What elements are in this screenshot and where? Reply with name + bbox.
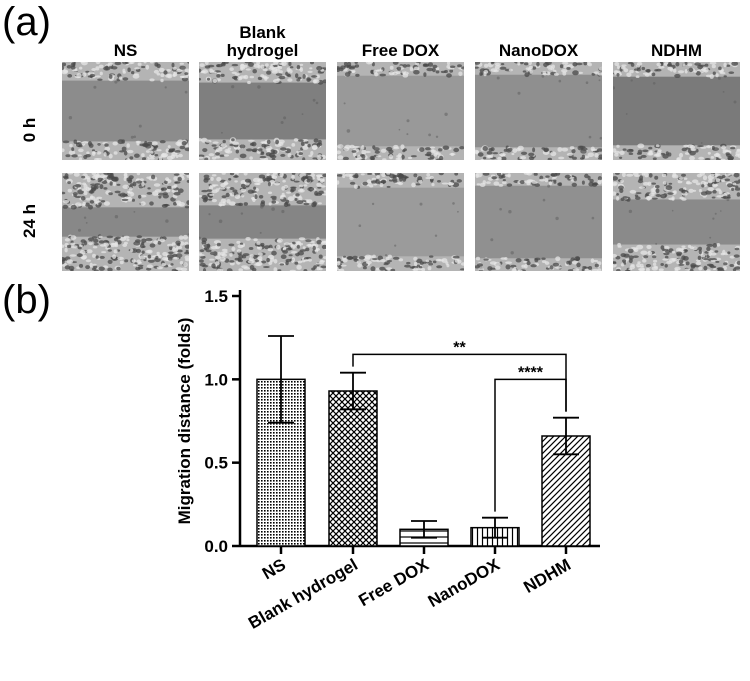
micrograph bbox=[337, 173, 464, 271]
significance-bracket bbox=[494, 378, 567, 512]
significance-label: ** bbox=[453, 339, 466, 356]
x-tick-label: NanoDOX bbox=[425, 555, 504, 611]
micrograph bbox=[199, 173, 326, 271]
micrograph bbox=[613, 173, 740, 271]
micrograph bbox=[62, 62, 189, 160]
column-header: Free DOX bbox=[361, 41, 440, 60]
bar bbox=[328, 390, 378, 547]
panel-b-label: (b) bbox=[2, 278, 51, 322]
column-header: Blank hydrogel bbox=[226, 23, 299, 60]
y-tick-label: 0.0 bbox=[204, 537, 228, 556]
micrograph bbox=[475, 62, 602, 160]
column-header: NDHM bbox=[651, 41, 702, 60]
x-tick-label: Free DOX bbox=[355, 555, 432, 611]
micrograph bbox=[199, 62, 326, 160]
significance-bracket bbox=[352, 353, 567, 412]
micrograph bbox=[337, 62, 464, 160]
y-tick-label: 0.5 bbox=[204, 454, 228, 473]
y-axis-label: Migration distance (folds) bbox=[175, 318, 194, 525]
micrograph bbox=[475, 173, 602, 271]
y-tick-label: 1.5 bbox=[204, 287, 228, 306]
micrograph bbox=[62, 173, 189, 271]
y-tick-label: 1.0 bbox=[204, 370, 228, 389]
micrograph bbox=[613, 62, 740, 160]
panel-a-label: (a) bbox=[2, 0, 51, 44]
x-tick-label: NDHM bbox=[520, 555, 574, 597]
significance-label: **** bbox=[518, 364, 544, 381]
column-header: NanoDOX bbox=[498, 41, 579, 60]
x-tick-label: NS bbox=[259, 555, 289, 583]
column-header: NS bbox=[113, 41, 138, 60]
